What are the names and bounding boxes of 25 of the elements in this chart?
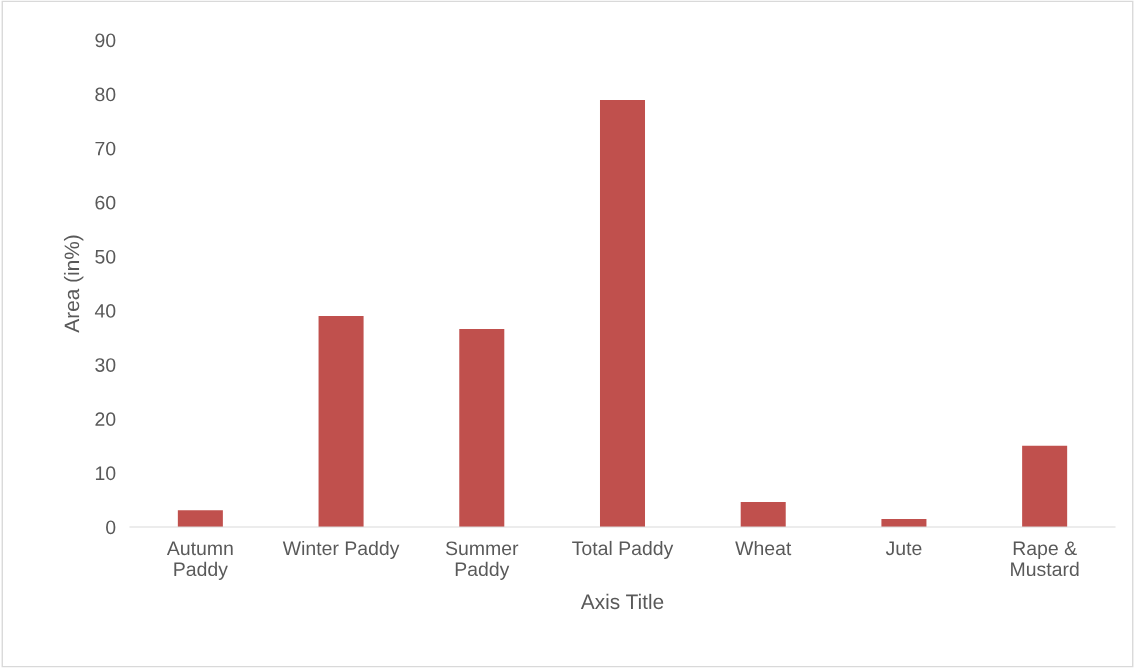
y-tick-label: 30 bbox=[95, 358, 116, 372]
x-tick-label: Summer Paddy bbox=[445, 541, 519, 580]
x-tick-label: Wheat bbox=[735, 540, 792, 556]
bar bbox=[740, 502, 786, 527]
bar bbox=[318, 315, 364, 527]
y-tick-label: 90 bbox=[95, 33, 116, 48]
bar bbox=[599, 100, 646, 527]
x-tick-label: Rape & Mustard bbox=[1011, 541, 1079, 577]
y-tick-label: 60 bbox=[95, 195, 116, 210]
x-tick-label: Jute bbox=[885, 541, 922, 556]
x-tick-label: Autumn Paddy bbox=[166, 541, 233, 580]
x-tick-label: Winter Paddy bbox=[282, 540, 400, 560]
y-tick-label: 0 bbox=[106, 520, 116, 535]
y-tick-label: 40 bbox=[94, 304, 116, 318]
y-tick-label: 80 bbox=[95, 87, 116, 102]
bar bbox=[1022, 445, 1068, 527]
y-tick-label: 70 bbox=[95, 141, 116, 156]
y-axis-title: Area (in%) bbox=[63, 235, 84, 333]
bar bbox=[177, 510, 223, 527]
y-tick-label: 10 bbox=[95, 466, 116, 481]
bar bbox=[459, 328, 505, 527]
y-tick-label: 20 bbox=[95, 412, 116, 427]
x-axis-title: Axis Title bbox=[580, 593, 664, 610]
x-tick-label: Total Paddy bbox=[572, 540, 674, 560]
y-tick-label: 50 bbox=[95, 249, 116, 264]
